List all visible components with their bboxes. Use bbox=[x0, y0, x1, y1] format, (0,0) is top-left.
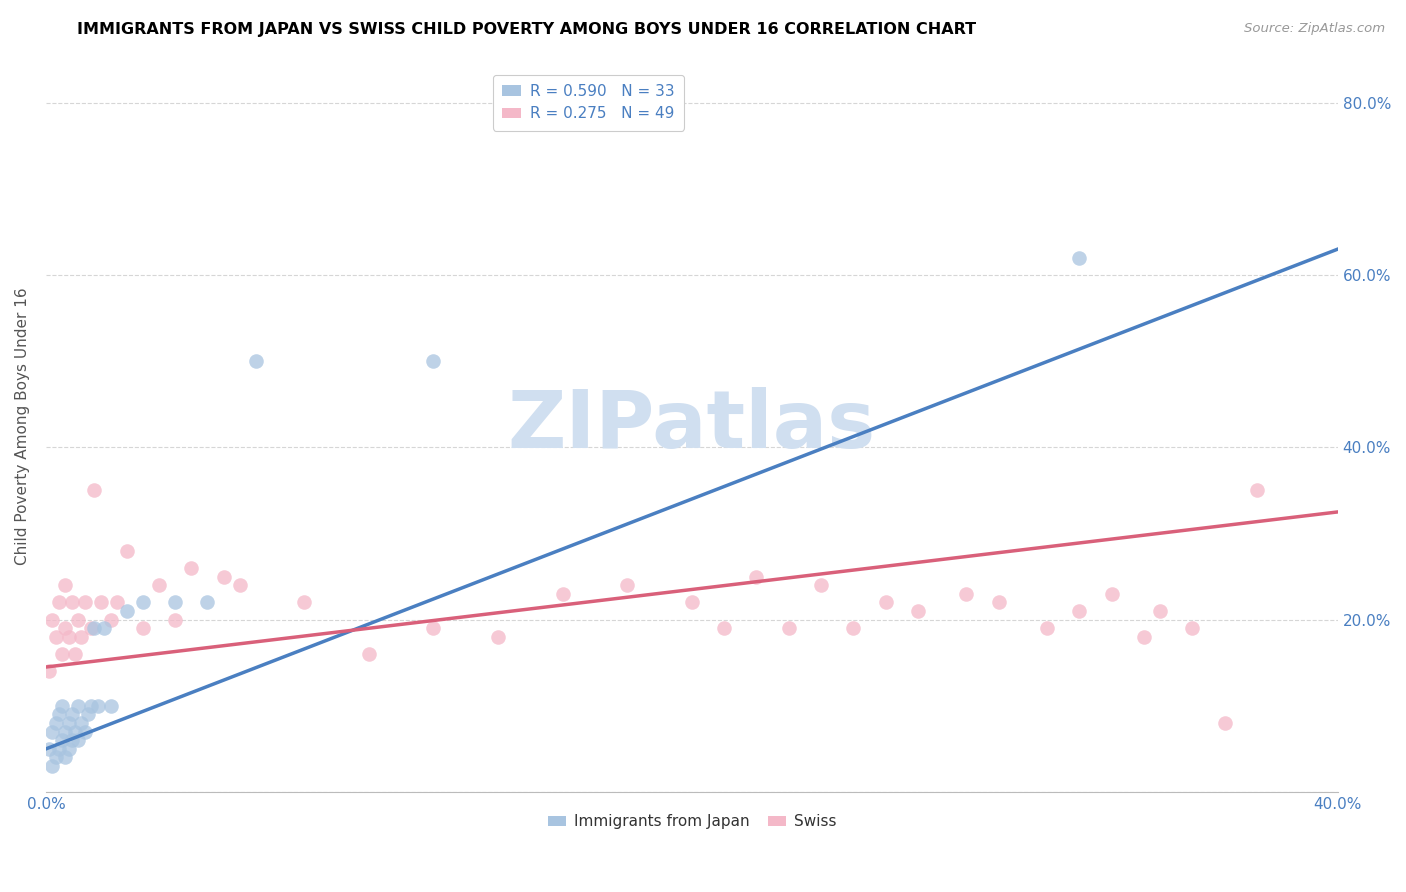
Point bbox=[73, 724, 96, 739]
Point bbox=[165, 613, 187, 627]
Point bbox=[148, 578, 170, 592]
Point bbox=[41, 759, 63, 773]
Point bbox=[53, 750, 76, 764]
Point bbox=[73, 595, 96, 609]
Point bbox=[41, 613, 63, 627]
Point bbox=[38, 742, 60, 756]
Point bbox=[987, 595, 1010, 609]
Point bbox=[292, 595, 315, 609]
Point bbox=[58, 716, 80, 731]
Point bbox=[197, 595, 219, 609]
Point bbox=[67, 733, 90, 747]
Point bbox=[45, 750, 67, 764]
Y-axis label: Child Poverty Among Boys Under 16: Child Poverty Among Boys Under 16 bbox=[15, 287, 30, 565]
Point bbox=[1036, 621, 1059, 635]
Point bbox=[70, 716, 93, 731]
Point bbox=[48, 707, 70, 722]
Point bbox=[63, 647, 86, 661]
Point bbox=[90, 595, 112, 609]
Point bbox=[1149, 604, 1171, 618]
Point bbox=[357, 647, 380, 661]
Point bbox=[245, 354, 267, 368]
Point bbox=[63, 724, 86, 739]
Point bbox=[77, 707, 100, 722]
Point bbox=[48, 742, 70, 756]
Point bbox=[53, 724, 76, 739]
Point bbox=[105, 595, 128, 609]
Point bbox=[212, 569, 235, 583]
Text: IMMIGRANTS FROM JAPAN VS SWISS CHILD POVERTY AMONG BOYS UNDER 16 CORRELATION CHA: IMMIGRANTS FROM JAPAN VS SWISS CHILD POV… bbox=[77, 22, 976, 37]
Point bbox=[551, 587, 574, 601]
Point bbox=[100, 613, 122, 627]
Point bbox=[83, 483, 105, 498]
Point bbox=[53, 621, 76, 635]
Point bbox=[48, 595, 70, 609]
Point bbox=[1069, 604, 1091, 618]
Point bbox=[60, 595, 83, 609]
Point bbox=[1101, 587, 1123, 601]
Point bbox=[53, 578, 76, 592]
Point bbox=[745, 569, 768, 583]
Point bbox=[51, 733, 73, 747]
Point bbox=[80, 698, 103, 713]
Point bbox=[681, 595, 703, 609]
Point bbox=[115, 604, 138, 618]
Point bbox=[486, 630, 509, 644]
Text: Source: ZipAtlas.com: Source: ZipAtlas.com bbox=[1244, 22, 1385, 36]
Point bbox=[58, 742, 80, 756]
Point bbox=[60, 707, 83, 722]
Point bbox=[778, 621, 800, 635]
Point bbox=[86, 698, 108, 713]
Point bbox=[93, 621, 115, 635]
Point bbox=[60, 733, 83, 747]
Point bbox=[38, 665, 60, 679]
Point bbox=[132, 621, 155, 635]
Point bbox=[51, 647, 73, 661]
Point bbox=[422, 354, 444, 368]
Point bbox=[67, 613, 90, 627]
Point bbox=[907, 604, 929, 618]
Point bbox=[70, 630, 93, 644]
Point bbox=[228, 578, 250, 592]
Point bbox=[1181, 621, 1204, 635]
Point bbox=[58, 630, 80, 644]
Point bbox=[1213, 716, 1236, 731]
Point bbox=[180, 561, 202, 575]
Point bbox=[955, 587, 977, 601]
Point bbox=[45, 716, 67, 731]
Point bbox=[1246, 483, 1268, 498]
Point bbox=[810, 578, 832, 592]
Point bbox=[100, 698, 122, 713]
Point bbox=[132, 595, 155, 609]
Point bbox=[51, 698, 73, 713]
Point bbox=[422, 621, 444, 635]
Point bbox=[1133, 630, 1156, 644]
Text: ZIPatlas: ZIPatlas bbox=[508, 387, 876, 465]
Point bbox=[67, 698, 90, 713]
Point bbox=[713, 621, 735, 635]
Point bbox=[616, 578, 638, 592]
Point bbox=[41, 724, 63, 739]
Point bbox=[1069, 251, 1091, 265]
Point bbox=[875, 595, 897, 609]
Point bbox=[115, 543, 138, 558]
Point bbox=[80, 621, 103, 635]
Point bbox=[165, 595, 187, 609]
Point bbox=[842, 621, 865, 635]
Point bbox=[45, 630, 67, 644]
Legend: Immigrants from Japan, Swiss: Immigrants from Japan, Swiss bbox=[541, 808, 842, 836]
Point bbox=[83, 621, 105, 635]
